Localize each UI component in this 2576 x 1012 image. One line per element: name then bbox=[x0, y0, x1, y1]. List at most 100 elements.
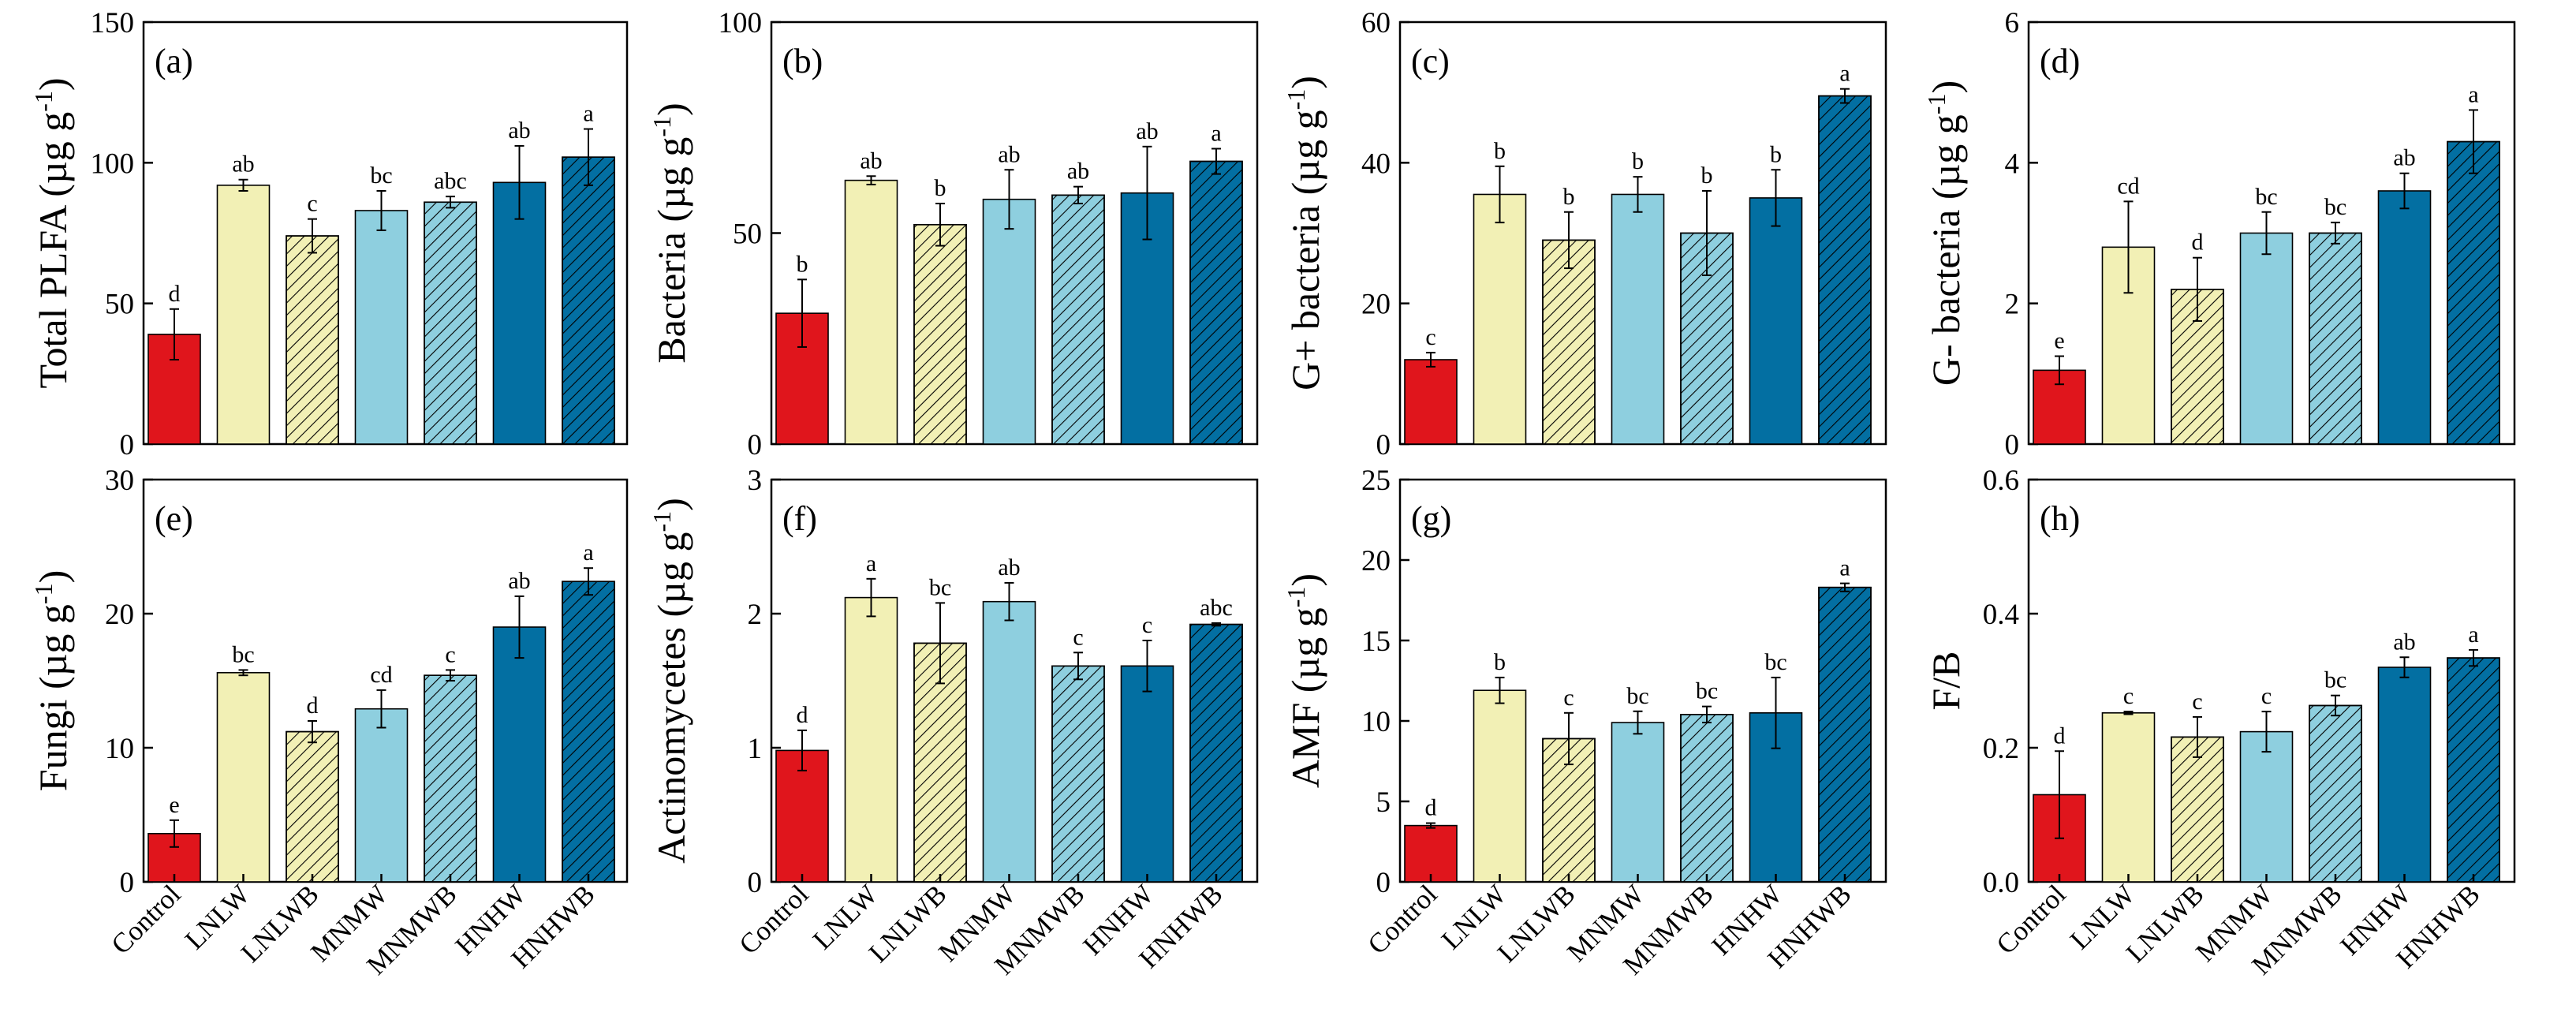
significance-letter: bc bbox=[2324, 194, 2346, 220]
significance-letter: ab bbox=[998, 555, 1020, 581]
panel-label: (c) bbox=[1411, 42, 1450, 80]
error-bar bbox=[2123, 711, 2134, 715]
y-tick-label: 100 bbox=[719, 7, 763, 39]
error-bar bbox=[2261, 211, 2272, 256]
error-bar bbox=[1564, 711, 1574, 766]
bar-Control bbox=[775, 749, 829, 883]
y-tick-label: 0 bbox=[1376, 867, 1391, 899]
panel-b: 0 50 100 b ab b ab ab ab a (b) Bacteria (µg g-1) bbox=[648, 7, 1259, 461]
panel-e: 0102030eControlbcLNLWdLNLWBcdMNMWcMNMWBa… bbox=[29, 465, 629, 980]
significance-letter: cd bbox=[370, 662, 392, 688]
bar-LNLW bbox=[216, 185, 271, 445]
significance-letter: c bbox=[1425, 324, 1435, 350]
x-tick-label: LNLWB bbox=[1491, 879, 1581, 969]
error-bar bbox=[935, 203, 945, 247]
bar-MNMW bbox=[982, 198, 1036, 445]
significance-letter: b bbox=[1632, 148, 1644, 174]
y-tick-label: 0 bbox=[748, 867, 763, 899]
significance-letter: ab bbox=[998, 141, 1020, 167]
y-tick-label: 5 bbox=[1376, 786, 1391, 819]
y-axis-label: Actinomycetes (µg g-1) bbox=[648, 498, 693, 864]
error-bar bbox=[1211, 622, 1221, 627]
bar-hatch-HNHWB bbox=[2447, 657, 2500, 883]
y-tick-label: 3 bbox=[748, 465, 763, 497]
bar-hatch-LNLWB bbox=[2171, 736, 2224, 883]
error-bar bbox=[1004, 169, 1014, 230]
y-tick-label: 50 bbox=[105, 289, 134, 321]
error-bar bbox=[1702, 705, 1712, 724]
y-tick-label: 15 bbox=[1361, 625, 1391, 658]
y-axis-label: G+ bacteria (µg g-1) bbox=[1282, 76, 1327, 390]
bar-LNLW bbox=[844, 179, 898, 445]
y-tick-label: 0 bbox=[120, 867, 135, 899]
y-tick-label: 40 bbox=[1361, 148, 1391, 180]
error-bar bbox=[2193, 715, 2202, 758]
significance-letter: d bbox=[307, 693, 319, 719]
y-tick-label: 20 bbox=[105, 599, 134, 631]
error-bar bbox=[2399, 656, 2410, 678]
error-bar bbox=[1004, 581, 1014, 622]
y-tick-label: 60 bbox=[1361, 7, 1391, 39]
y-tick-label: 2 bbox=[748, 599, 763, 631]
significance-letter: d bbox=[797, 702, 808, 728]
significance-letter: ab bbox=[1067, 159, 1089, 185]
significance-letter: a bbox=[866, 551, 876, 577]
significance-letter: d bbox=[2192, 230, 2204, 256]
error-bar bbox=[446, 669, 455, 682]
error-bar bbox=[2261, 711, 2272, 753]
error-bar bbox=[2331, 694, 2340, 717]
bar-hatch-HNHWB bbox=[562, 156, 615, 445]
significance-letter: c bbox=[1142, 612, 1152, 638]
error-bar bbox=[1840, 88, 1850, 104]
y-tick-label: 2 bbox=[2005, 289, 2020, 321]
significance-letter: a bbox=[1839, 555, 1850, 581]
error-bar bbox=[2469, 109, 2478, 174]
bar-LNLW bbox=[1473, 193, 1527, 445]
significance-letter: a bbox=[1839, 61, 1850, 87]
y-tick-label: 6 bbox=[2005, 7, 2020, 39]
significance-letter: c bbox=[307, 191, 317, 217]
y-tick-label: 0.2 bbox=[1983, 733, 2019, 765]
error-bar bbox=[514, 595, 525, 659]
error-bar bbox=[866, 577, 876, 618]
bar-MNMW bbox=[2239, 730, 2294, 883]
error-bar bbox=[1495, 676, 1505, 704]
significance-letter: a bbox=[2468, 622, 2478, 648]
error-bar bbox=[935, 602, 945, 685]
y-tick-label: 30 bbox=[105, 465, 134, 497]
significance-letter: bc bbox=[1626, 683, 1648, 709]
significance-letter: cd bbox=[2117, 173, 2139, 199]
significance-letter: ab bbox=[860, 148, 882, 174]
bar-HNHW bbox=[1120, 665, 1174, 883]
bar-HNHW bbox=[492, 181, 547, 445]
error-bar bbox=[1702, 190, 1712, 276]
bar-hatch-LNLWB bbox=[286, 235, 339, 445]
significance-letter: e bbox=[2054, 328, 2064, 354]
bar-HNHW bbox=[1749, 197, 1803, 445]
y-tick-label: 0.6 bbox=[1983, 465, 2019, 497]
error-bar bbox=[308, 218, 317, 254]
bar-hatch-HNHWB bbox=[1818, 586, 1872, 883]
error-bar bbox=[1771, 676, 1781, 749]
bar-LNLW bbox=[1473, 689, 1527, 883]
panel-label: (h) bbox=[2040, 499, 2080, 538]
y-tick-label: 150 bbox=[91, 7, 135, 39]
significance-letter: c bbox=[2123, 683, 2134, 709]
bar-MNMW bbox=[982, 600, 1036, 883]
significance-letter: bc bbox=[2255, 184, 2277, 210]
bar-hatch-HNHWB bbox=[2447, 140, 2500, 445]
significance-letter: d bbox=[2054, 723, 2066, 749]
significance-letter: b bbox=[1770, 141, 1782, 167]
error-bar bbox=[2055, 750, 2064, 839]
error-bar bbox=[2055, 355, 2064, 386]
y-axis-label: G- bacteria (µg g-1) bbox=[1922, 80, 1968, 386]
error-bar bbox=[308, 720, 317, 744]
error-bar bbox=[866, 175, 876, 185]
y-tick-label: 0 bbox=[120, 429, 135, 461]
significance-letter: a bbox=[1211, 121, 1221, 147]
bar-hatch-HNHWB bbox=[1189, 160, 1243, 445]
significance-letter: e bbox=[169, 792, 179, 818]
significance-letter: bc bbox=[232, 641, 254, 667]
error-bar bbox=[1073, 652, 1083, 681]
